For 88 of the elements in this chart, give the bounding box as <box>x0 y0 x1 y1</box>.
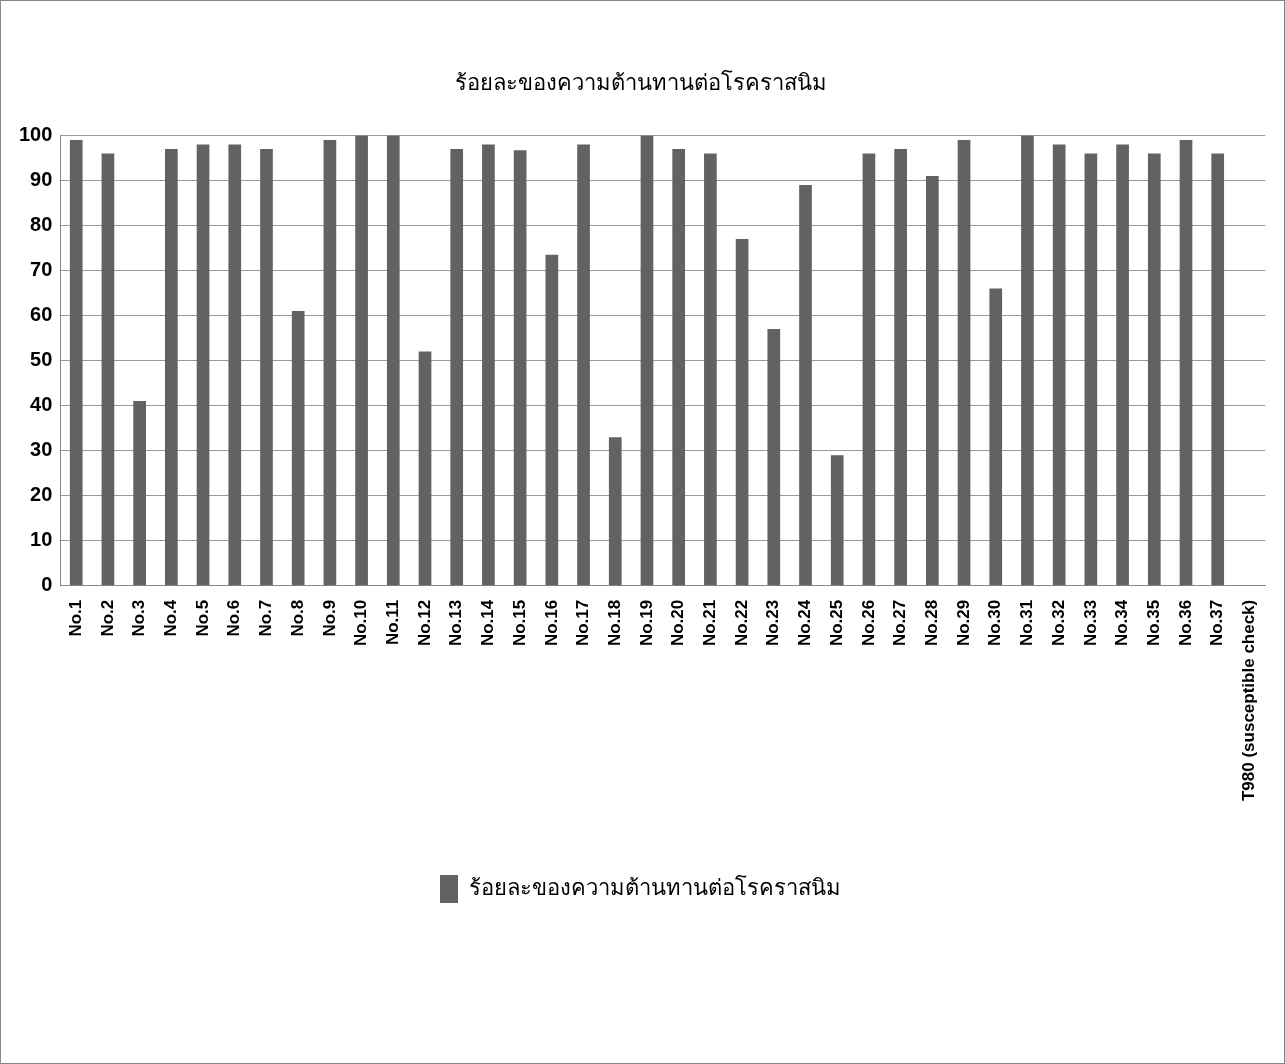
x-tick-label: No.7 <box>256 599 276 637</box>
x-tick-label: No.14 <box>478 599 498 647</box>
y-tick-label: 10 <box>30 528 53 551</box>
x-tick-label: No.29 <box>953 599 973 647</box>
bar <box>196 144 210 586</box>
x-tick-label: No.21 <box>700 599 720 647</box>
bar <box>704 153 717 586</box>
bar <box>165 148 178 586</box>
bar <box>926 175 939 586</box>
bar <box>260 148 273 586</box>
x-tick-label: No.6 <box>224 599 244 637</box>
chart-title: ร้อยละของความต้านทานต่อโรคราสนิม <box>454 69 827 95</box>
y-tick-label: 100 <box>18 122 53 145</box>
x-tick-label: No.4 <box>161 599 181 637</box>
bar <box>513 150 527 586</box>
x-tick-label: No.28 <box>922 599 942 647</box>
y-tick-label: 60 <box>30 303 53 326</box>
bar <box>386 135 400 586</box>
bar <box>323 139 337 586</box>
bar <box>133 401 146 586</box>
x-tick-label: No.10 <box>351 599 371 647</box>
y-tick-label: 90 <box>30 167 53 190</box>
x-tick-label: No.3 <box>129 599 149 637</box>
x-tick-label: No.8 <box>287 599 307 637</box>
bar <box>450 148 464 586</box>
y-tick-label: 20 <box>30 483 53 506</box>
bar <box>418 351 432 586</box>
x-tick-label: No.15 <box>509 599 529 647</box>
x-tick-label: No.37 <box>1207 599 1227 647</box>
bar <box>291 311 305 586</box>
bar <box>640 135 654 586</box>
bar <box>1084 153 1098 586</box>
bar <box>735 238 749 586</box>
legend-label: ร้อยละของความต้านทานต่อโรคราสนิม <box>469 874 841 900</box>
x-tick-label: No.35 <box>1143 599 1163 647</box>
x-tick-label: No.18 <box>604 599 624 647</box>
x-tick-label: No.17 <box>573 599 593 647</box>
x-tick-label: No.9 <box>319 599 339 637</box>
bar <box>1116 144 1129 586</box>
x-tick-label: No.11 <box>382 599 402 646</box>
bar <box>608 437 622 586</box>
y-tick-label: 80 <box>30 212 53 235</box>
x-tick-label: No.31 <box>1017 599 1037 647</box>
x-tick-label: No.27 <box>890 599 910 647</box>
bar <box>101 153 115 586</box>
bar <box>355 135 368 586</box>
bar <box>545 254 559 586</box>
y-tick-label: 70 <box>30 258 53 281</box>
x-tick-label: No.12 <box>414 599 434 647</box>
bar <box>862 153 876 586</box>
x-tick-label: No.19 <box>636 599 656 647</box>
bar <box>228 144 242 586</box>
x-tick-label: No.30 <box>985 599 1005 647</box>
x-tick-label: No.5 <box>192 599 212 637</box>
x-tick-label: No.25 <box>826 599 846 647</box>
x-tick-label: No.34 <box>1112 599 1132 647</box>
bar <box>69 139 83 586</box>
y-tick-label: 40 <box>30 393 53 416</box>
x-tick-label: No.26 <box>858 599 878 647</box>
bar <box>894 148 907 586</box>
bar <box>1021 135 1034 586</box>
bar <box>989 288 1003 586</box>
bar <box>482 144 495 586</box>
x-tick-label: No.22 <box>731 599 751 647</box>
bar <box>830 455 844 586</box>
x-tick-label: No.36 <box>1175 599 1195 647</box>
bar <box>1179 139 1193 586</box>
x-tick-label: T980 (susceptible check) <box>1239 599 1259 802</box>
bar <box>799 184 812 586</box>
x-tick-label: No.16 <box>541 599 561 647</box>
bar <box>577 144 590 586</box>
bar <box>767 329 781 586</box>
bar <box>1052 144 1066 586</box>
y-tick-label: 30 <box>30 438 53 461</box>
x-tick-label: No.32 <box>1048 599 1068 647</box>
x-tick-label: No.2 <box>97 599 117 637</box>
y-tick-label: 50 <box>30 348 53 371</box>
x-tick-label: No.20 <box>668 599 688 647</box>
bar <box>957 139 971 586</box>
x-tick-label: No.1 <box>65 599 85 637</box>
x-tick-label: No.23 <box>763 599 783 647</box>
x-tick-label: No.24 <box>795 599 815 647</box>
x-tick-label: No.13 <box>446 599 466 647</box>
bar <box>672 148 686 586</box>
x-tick-label: No.33 <box>1080 599 1100 647</box>
y-tick-label: 0 <box>41 573 53 596</box>
bar <box>1147 153 1161 586</box>
bar <box>1211 153 1225 586</box>
